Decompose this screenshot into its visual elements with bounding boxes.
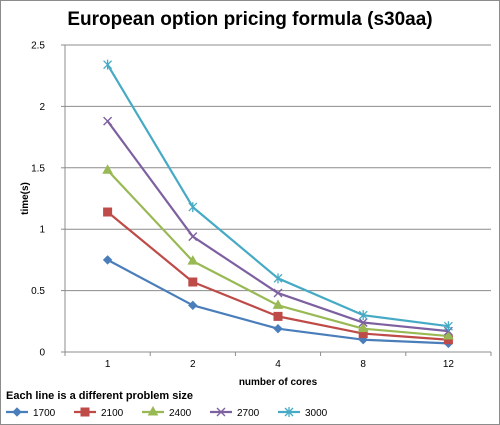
- data-point-2700: [273, 288, 283, 298]
- legend-label-2100: 2100: [101, 408, 124, 419]
- data-point-2400: [443, 330, 454, 340]
- data-point-2100: [188, 277, 198, 287]
- legend-title: Each line is a different problem size: [6, 390, 194, 402]
- y-tick-label: 2: [39, 102, 45, 113]
- data-point-1700: [102, 255, 113, 265]
- legend-label-3000: 3000: [305, 408, 328, 419]
- data-point-2700: [103, 116, 113, 126]
- data-point-1700: [273, 323, 283, 334]
- y-tick-label: 0: [39, 348, 45, 359]
- data-point-2700: [358, 318, 368, 328]
- legend-marker-3000: [284, 407, 294, 417]
- data-point-2400: [357, 322, 369, 333]
- x-tick-label: 4: [275, 359, 281, 370]
- y-tick-label: 0.5: [31, 286, 45, 297]
- legend-marker-1700: [12, 407, 22, 417]
- legend-marker-2700: [216, 407, 226, 417]
- x-tick-label: 12: [443, 359, 455, 370]
- data-point-3000: [443, 321, 453, 332]
- y-tick-label: 2.5: [31, 41, 45, 52]
- x-axis-title: number of cores: [239, 377, 318, 388]
- x-tick-label: 1: [105, 359, 111, 370]
- legend-label-2700: 2700: [237, 408, 260, 419]
- y-tick-label: 1.5: [31, 163, 45, 174]
- data-point-3000: [103, 59, 113, 70]
- data-point-2400: [102, 164, 113, 174]
- legend-label-1700: 1700: [33, 408, 56, 419]
- data-point-2400: [187, 255, 199, 265]
- legend-label-2400: 2400: [169, 408, 192, 419]
- x-tick-label: 8: [360, 359, 366, 370]
- y-tick-label: 1: [39, 225, 45, 236]
- data-point-1700: [188, 300, 198, 311]
- data-point-3000: [188, 202, 198, 213]
- data-point-2100: [103, 207, 113, 217]
- legend-marker-2400: [147, 405, 159, 416]
- data-point-3000: [273, 273, 283, 284]
- data-point-2400: [272, 299, 284, 309]
- chart-title: European option pricing formula (s30aa): [67, 9, 433, 30]
- data-point-2700: [188, 232, 198, 242]
- data-point-3000: [358, 310, 368, 321]
- y-axis-title: time(s): [20, 182, 31, 215]
- data-point-2100: [273, 311, 283, 321]
- x-tick-label: 2: [190, 359, 196, 370]
- legend-marker-2100: [80, 407, 90, 417]
